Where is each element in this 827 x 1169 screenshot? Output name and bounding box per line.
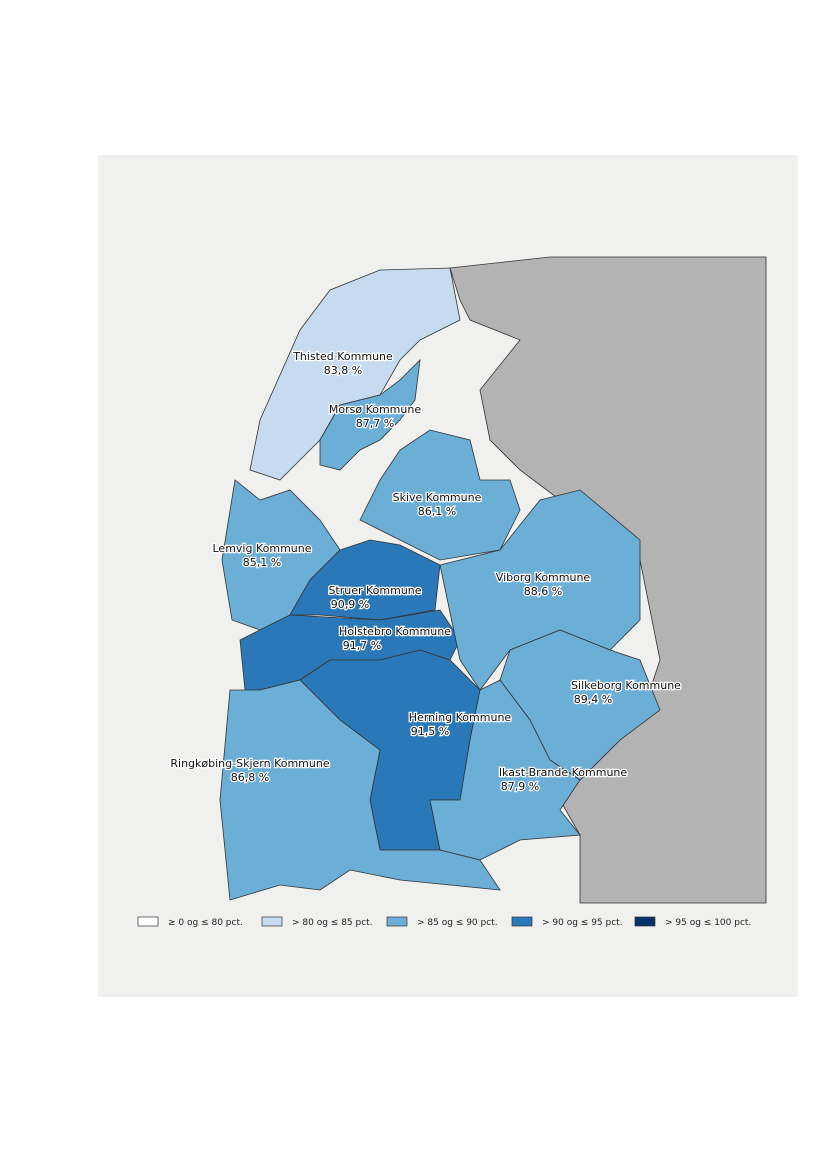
- legend-label: > 95 og ≤ 100 pct.: [665, 918, 751, 928]
- legend-swatch: [511, 916, 533, 927]
- region-name: Holstebro Kommune: [339, 625, 451, 638]
- other-land: [449, 256, 767, 904]
- region: [289, 539, 441, 621]
- legend-label: > 80 og ≤ 85 pct.: [292, 918, 373, 928]
- region: [319, 358, 421, 471]
- legend-label: > 90 og ≤ 95 pct.: [542, 918, 623, 928]
- legend: ≥ 0 og ≤ 80 pct. > 80 og ≤ 85 pct. > 85 og…: [137, 916, 751, 928]
- region-name: Herning Kommune: [409, 711, 512, 724]
- region-value: 85,1 %: [243, 556, 281, 569]
- region-value: 88,6 %: [524, 585, 562, 598]
- region-value: 90,9 %: [331, 598, 369, 611]
- region-name: Thisted Kommune: [292, 350, 393, 363]
- region-value: 83,8 %: [324, 364, 362, 377]
- region-name: Struer Kommune: [328, 584, 421, 597]
- region: [359, 429, 521, 561]
- region-value: 91,7 %: [343, 639, 381, 652]
- region-value: 89,4 %: [574, 693, 612, 706]
- region: [249, 267, 461, 481]
- region-labels: Thisted Kommune 83,8 % Morsø Kommune 87,…: [169, 349, 682, 795]
- region-name: Ringkøbing-Skjern Kommune: [170, 757, 329, 770]
- region: [219, 679, 501, 901]
- region-value: 87,7 %: [356, 417, 394, 430]
- region-name: Lemvig Kommune: [213, 542, 312, 555]
- legend-swatch: [137, 916, 159, 927]
- legend-label: > 85 og ≤ 90 pct.: [417, 918, 498, 928]
- region-value: 87,9 %: [501, 780, 539, 793]
- legend-swatch: [261, 916, 283, 927]
- legend-swatch: [386, 916, 408, 927]
- region: [439, 489, 641, 691]
- region-value: 86,8 %: [231, 771, 269, 784]
- region-name: Ikast-Brande Kommune: [499, 766, 628, 779]
- region-name: Viborg Kommune: [496, 571, 591, 584]
- regions: [219, 267, 661, 901]
- region-name: Silkeborg Kommune: [571, 679, 681, 692]
- region-value: 91,5 %: [411, 725, 449, 738]
- legend-swatch: [634, 916, 656, 927]
- region-name: Skive Kommune: [393, 491, 482, 504]
- region-name: Morsø Kommune: [329, 403, 421, 416]
- legend-label: ≥ 0 og ≤ 80 pct.: [168, 918, 243, 928]
- region-value: 86,1 %: [418, 505, 456, 518]
